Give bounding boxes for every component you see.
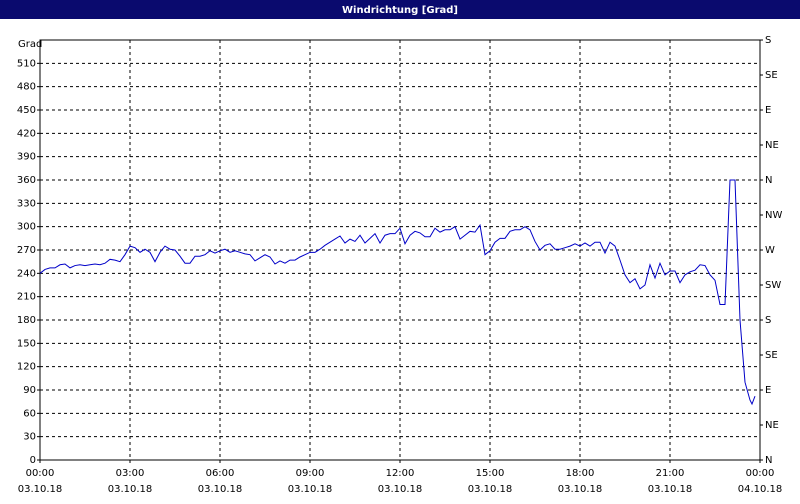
y-tick-label: 510 — [17, 58, 36, 69]
y2-tick-label: N — [765, 455, 772, 466]
y2-tick-label: NE — [765, 420, 779, 431]
x-tick-label: 06:00 — [206, 468, 235, 479]
x-tick-date: 03.10.18 — [468, 484, 513, 495]
x-tick-label: 03:00 — [116, 468, 145, 479]
y-tick-label: 120 — [17, 362, 36, 373]
y-tick-label: 390 — [17, 152, 36, 163]
y-tick-label: 420 — [17, 128, 36, 139]
y-tick-label: 300 — [17, 222, 36, 233]
y-tick-label: 90 — [23, 385, 36, 396]
y2-tick-label: E — [765, 385, 771, 396]
series-line — [39, 179, 756, 406]
x-tick-label: 15:00 — [476, 468, 505, 479]
x-tick-label: 12:00 — [386, 468, 415, 479]
y-tick-label: 270 — [17, 245, 36, 256]
y-axis-label: Grad — [18, 39, 42, 50]
x-tick-date: 03.10.18 — [198, 484, 243, 495]
y2-tick-label: NE — [765, 140, 779, 151]
x-tick-label: 00:00 — [26, 468, 55, 479]
y2-tick-label: S — [765, 315, 771, 326]
y-tick-label: 60 — [23, 408, 36, 419]
y-tick-label: 360 — [17, 175, 36, 186]
x-tick-label: 18:00 — [566, 468, 595, 479]
x-tick-date: 03.10.18 — [288, 484, 333, 495]
y2-tick-label: SE — [765, 350, 778, 361]
y-tick-label: 450 — [17, 105, 36, 116]
x-tick-date: 03.10.18 — [18, 484, 63, 495]
y-tick-label: 210 — [17, 292, 36, 303]
x-tick-date: 03.10.18 — [558, 484, 603, 495]
y-tick-label: 30 — [23, 432, 36, 443]
x-tick-date: 03.10.18 — [378, 484, 423, 495]
y2-tick-label: W — [765, 245, 775, 256]
x-tick-label: 00:00 — [746, 468, 775, 479]
x-tick-date: 03.10.18 — [648, 484, 693, 495]
y-tick-label: 150 — [17, 338, 36, 349]
y2-tick-label: SW — [765, 280, 781, 291]
x-tick-date: 04.10.18 — [738, 484, 783, 495]
x-tick-label: 21:00 — [656, 468, 685, 479]
y-tick-label: 330 — [17, 198, 36, 209]
y-tick-label: 180 — [17, 315, 36, 326]
y-tick-label: 0 — [30, 455, 36, 466]
y-tick-label: 240 — [17, 268, 36, 279]
y2-tick-label: S — [765, 35, 771, 46]
y2-tick-label: N — [765, 175, 772, 186]
title-bar — [0, 0, 800, 19]
x-tick-label: 09:00 — [296, 468, 325, 479]
y2-tick-label: SE — [765, 70, 778, 81]
y-tick-label: 480 — [17, 82, 36, 93]
x-tick-date: 03.10.18 — [108, 484, 153, 495]
y2-tick-label: NW — [765, 210, 782, 221]
y2-tick-label: E — [765, 105, 771, 116]
chart-title: Windrichtung [Grad] — [342, 5, 458, 16]
